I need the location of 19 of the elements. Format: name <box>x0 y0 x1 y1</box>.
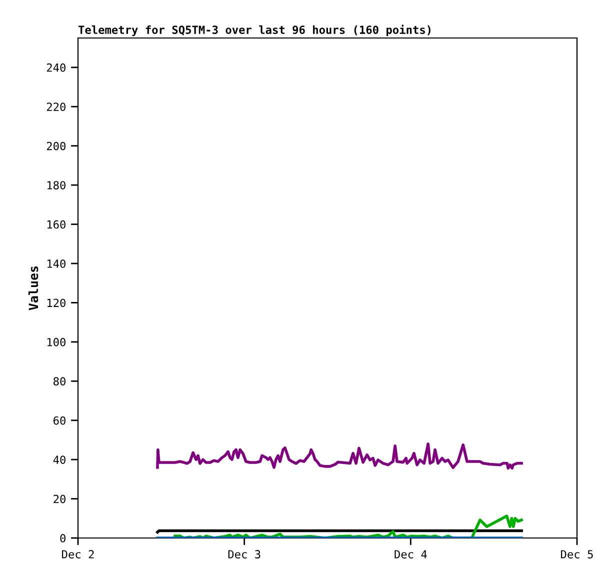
y-tick-label: 80 <box>54 377 66 386</box>
y-tick-label: 140 <box>47 259 66 268</box>
y-tick-label: 0 <box>60 534 66 542</box>
y-tick-label: 240 <box>46 63 66 72</box>
y-tick-label: 200 <box>46 142 66 150</box>
y-tick-label: 20 <box>54 494 66 504</box>
y-tick-label: 100 <box>47 338 66 346</box>
y-tick-label: 40 <box>53 456 66 464</box>
y-tick-label: 220 <box>46 102 66 112</box>
x-tick-label: Dec 4 <box>394 550 427 558</box>
x-tick-label: Dec 3 <box>228 550 260 558</box>
x-tick-label: Dec 5 <box>561 550 593 558</box>
x-tick-label: Dec 2 <box>62 550 94 558</box>
y-tick-label: 160 <box>47 220 66 229</box>
y-tick-label: 180 <box>47 181 66 190</box>
y-tick-label: 120 <box>47 298 66 308</box>
chart-title: Telemetry for SQ5TM-3 over last 96 hours (160 points) <box>78 24 430 36</box>
y-axis-title: Values <box>28 266 38 310</box>
y-tick-label: 60 <box>54 416 66 425</box>
